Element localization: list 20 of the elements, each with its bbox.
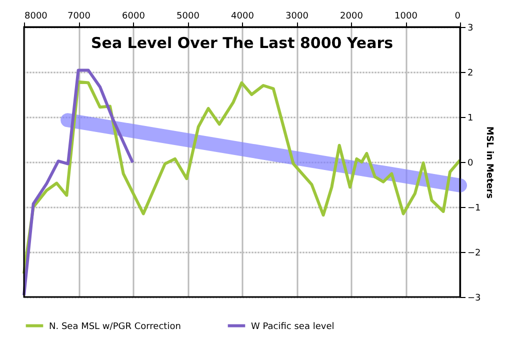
x-tick-label: 8000 xyxy=(24,12,48,22)
text: Sea Level Over The Last 8000 Years xyxy=(90,34,394,52)
x-tick-label: 2000 xyxy=(340,12,364,22)
legend-label: N. Sea MSL w/PGR Correction xyxy=(49,322,181,332)
y-tick-label: 0 xyxy=(468,158,474,168)
x-tick-label: 7000 xyxy=(68,12,91,22)
x-tick-label: 4000 xyxy=(231,12,254,22)
y-tick-label: −2 xyxy=(468,248,481,258)
y-tick-label: −1 xyxy=(468,204,481,214)
y-axis-title: MSL in Meters xyxy=(484,126,494,199)
x-tick-label: 5000 xyxy=(176,12,200,22)
legend-label: W Pacific sea level xyxy=(251,322,334,332)
y-tick-label: 2 xyxy=(468,68,474,78)
x-tick-label: 3000 xyxy=(286,12,309,22)
x-tick-label: 0 xyxy=(454,12,461,22)
x-tick-label: 1000 xyxy=(394,12,418,22)
x-tick-label: 6000 xyxy=(122,12,146,22)
y-tick-label: 3 xyxy=(468,24,474,34)
y-tick-label: −3 xyxy=(468,294,481,304)
y-tick-label: 1 xyxy=(468,114,474,124)
